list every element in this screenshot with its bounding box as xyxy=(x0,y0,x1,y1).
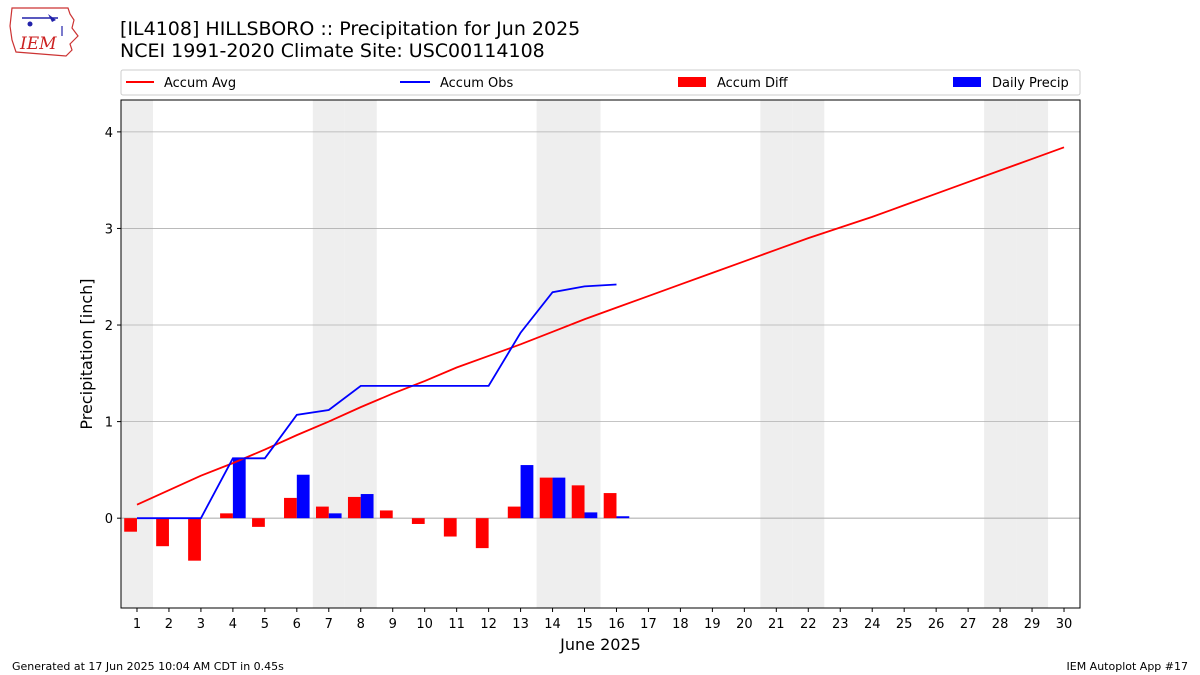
weekend-band xyxy=(984,100,1017,608)
x-tick-label: 17 xyxy=(640,617,657,632)
legend-diff-label: Accum Diff xyxy=(717,76,789,91)
accum-diff-bar xyxy=(124,518,137,532)
weekend-shading xyxy=(121,100,1049,608)
x-tick-label: 23 xyxy=(832,617,849,632)
accum-diff-bar xyxy=(443,518,457,537)
legend-daily-swatch xyxy=(953,77,981,87)
x-tick-label: 1 xyxy=(133,617,141,632)
x-tick-label: 9 xyxy=(389,617,397,632)
x-tick-label: 15 xyxy=(576,617,593,632)
x-tick-label: 21 xyxy=(768,617,785,632)
daily-precip-bar xyxy=(552,477,566,519)
x-axis-label: June 2025 xyxy=(559,635,641,654)
iem-logo: IEM xyxy=(9,7,79,57)
accum-diff-bar xyxy=(539,477,553,519)
plot-frame xyxy=(120,99,1081,609)
accum-diff-bar xyxy=(315,506,329,519)
x-tick-label: 22 xyxy=(800,617,817,632)
x-tick-label: 5 xyxy=(261,617,269,632)
chart-title-line1: [IL4108] HILLSBORO :: Precipitation for … xyxy=(120,18,581,40)
daily-precip-bar xyxy=(328,513,342,519)
chart-title: [IL4108] HILLSBORO :: Precipitation for … xyxy=(120,18,580,62)
x-tick-label: 20 xyxy=(736,617,753,632)
x-tick-label: 2 xyxy=(165,617,173,632)
daily-precip-bar xyxy=(360,494,374,519)
accum-diff-bar xyxy=(411,518,425,524)
weekend-band xyxy=(1016,100,1049,608)
y-tick-label: 3 xyxy=(105,222,113,237)
daily-precip-bar xyxy=(232,458,246,519)
daily-precip-bar xyxy=(520,465,534,519)
x-tick-label: 14 xyxy=(544,617,561,632)
x-tick-label: 11 xyxy=(448,617,465,632)
x-tick-label: 24 xyxy=(864,617,881,632)
footer-generated-text: Generated at 17 Jun 2025 10:04 AM CDT in… xyxy=(12,660,284,673)
accum-diff-bar xyxy=(347,496,361,519)
accum-obs-line xyxy=(136,283,617,520)
lines xyxy=(136,146,1065,520)
y-tick-label: 2 xyxy=(105,319,113,334)
x-tick-label: 30 xyxy=(1056,617,1073,632)
daily-precip-bar xyxy=(296,474,310,519)
accum-diff-bar xyxy=(156,518,169,547)
x-tick-label: 26 xyxy=(928,617,945,632)
legend-avg-label: Accum Avg xyxy=(164,76,236,91)
daily-precip-bar xyxy=(584,512,598,519)
x-tick-label: 13 xyxy=(512,617,529,632)
accum-diff-bar xyxy=(188,518,201,561)
accum-diff-bar xyxy=(507,506,521,519)
weekend-band xyxy=(312,100,345,608)
accum-diff-bar xyxy=(252,518,265,527)
accum-avg-line xyxy=(136,146,1065,506)
accum-diff-bar xyxy=(284,497,297,519)
accum-diff-bar xyxy=(220,513,233,519)
x-tick-label: 3 xyxy=(197,617,205,632)
chart-title-line2: NCEI 1991-2020 Climate Site: USC00114108 xyxy=(120,40,545,62)
x-tick-label: 18 xyxy=(672,617,689,632)
x-tick-label: 4 xyxy=(229,617,237,632)
iem-logo-text: IEM xyxy=(19,34,57,54)
x-axis-ticks: 1 2 3 4 5 6 7 8 9 10 11 12 13 14 15 16 17 18 19 20 21 22 23 24 2… xyxy=(133,608,1072,632)
x-tick-label: 8 xyxy=(357,617,365,632)
daily-precip-bar xyxy=(616,516,630,519)
bars xyxy=(124,458,630,561)
accum-diff-bar xyxy=(603,493,617,519)
y-tick-label: 0 xyxy=(105,512,113,527)
y-tick-label: 4 xyxy=(105,126,113,141)
y-axis-label: Precipitation [inch] xyxy=(77,278,96,429)
weekend-band xyxy=(792,100,825,608)
footer-app-text: IEM Autoplot App #17 xyxy=(1066,660,1189,673)
accum-diff-bar xyxy=(379,510,393,519)
legend-daily-label: Daily Precip xyxy=(992,76,1069,91)
y-tick-label: 1 xyxy=(105,416,113,431)
x-tick-label: 19 xyxy=(704,617,721,632)
weekend-band xyxy=(121,100,153,608)
x-tick-label: 29 xyxy=(1024,617,1041,632)
weekend-band xyxy=(760,100,793,608)
x-tick-label: 12 xyxy=(480,617,497,632)
x-tick-label: 7 xyxy=(325,617,333,632)
x-tick-label: 10 xyxy=(416,617,433,632)
x-tick-label: 25 xyxy=(896,617,913,632)
weekend-band xyxy=(344,100,377,608)
x-tick-label: 28 xyxy=(992,617,1009,632)
weekend-band xyxy=(568,100,601,608)
accum-diff-bar xyxy=(475,518,489,549)
accum-diff-bar xyxy=(571,485,585,519)
x-tick-label: 16 xyxy=(608,617,625,632)
legend-obs-label: Accum Obs xyxy=(440,76,513,91)
y-axis-ticks: 0 1 2 3 4 xyxy=(105,126,121,527)
x-tick-label: 27 xyxy=(960,617,977,632)
x-tick-label: 6 xyxy=(293,617,301,632)
legend: Accum Avg Accum Obs Accum Diff Daily Pre… xyxy=(120,69,1081,96)
weekend-band xyxy=(536,100,569,608)
legend-diff-swatch xyxy=(678,77,706,87)
